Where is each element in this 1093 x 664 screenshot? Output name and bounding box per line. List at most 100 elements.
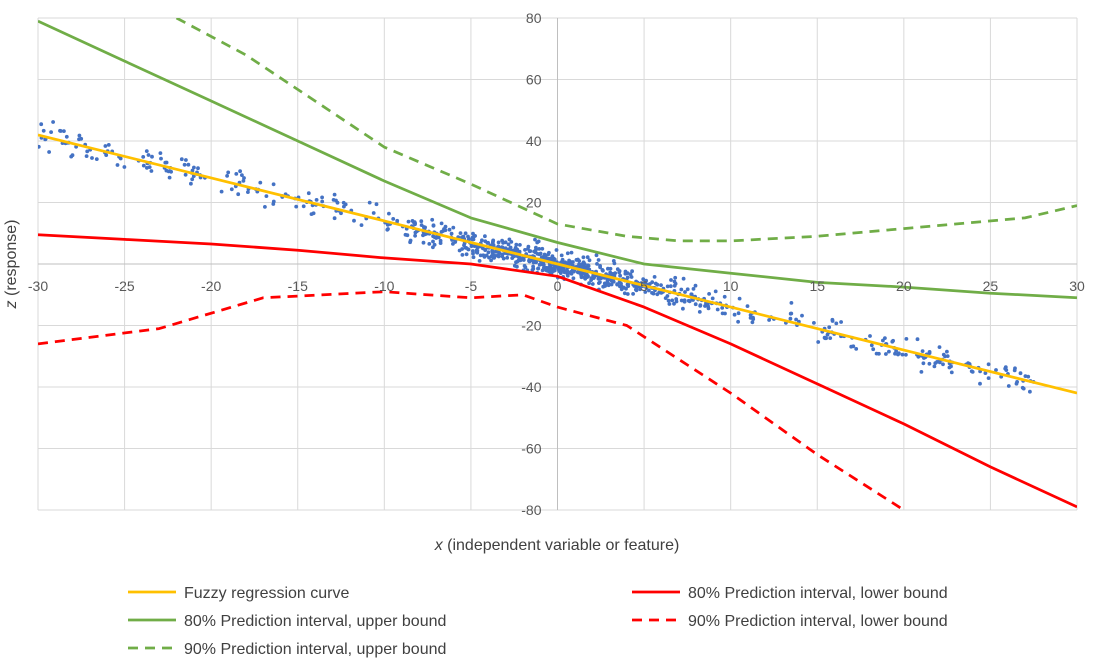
data-point xyxy=(411,220,416,225)
data-point xyxy=(883,336,887,340)
y-tick-label: -60 xyxy=(521,441,541,457)
data-point xyxy=(464,252,469,257)
gridlines xyxy=(37,17,1078,511)
legend-item: 90% Prediction interval, lower bound xyxy=(632,613,948,630)
data-point xyxy=(386,227,390,231)
legend-item: 90% Prediction interval, upper bound xyxy=(128,641,446,658)
data-point xyxy=(587,281,591,286)
data-point xyxy=(595,262,599,266)
data-point xyxy=(686,298,691,303)
data-point xyxy=(391,217,396,221)
legend-label: 90% Prediction interval, lower bound xyxy=(688,613,948,630)
y-tick-label: 80 xyxy=(526,10,542,26)
data-point xyxy=(571,276,576,281)
x-tick-label: -15 xyxy=(288,278,308,294)
data-point xyxy=(659,283,663,287)
data-point xyxy=(190,177,195,182)
data-point xyxy=(986,362,991,367)
data-point xyxy=(767,318,771,322)
data-point xyxy=(1026,374,1031,379)
data-point xyxy=(625,282,630,287)
data-point xyxy=(49,130,53,135)
data-point xyxy=(241,179,246,183)
data-point xyxy=(229,187,234,192)
data-point xyxy=(38,144,41,149)
data-point xyxy=(103,144,108,148)
data-point xyxy=(579,263,584,268)
data-point xyxy=(339,211,343,216)
data-point xyxy=(192,165,196,170)
data-point xyxy=(1018,371,1023,376)
tick-labels: -30 -25 -20 -15 -10 -5 0 5 10 15 20 25 30 80 60 40 20 -20… xyxy=(28,10,1085,518)
data-point xyxy=(1013,366,1017,371)
x-axis-description: (independent variable or feature) xyxy=(443,537,680,554)
data-point xyxy=(147,165,152,170)
data-point xyxy=(628,272,633,277)
data-point xyxy=(427,242,432,246)
data-point xyxy=(945,349,949,354)
data-point xyxy=(431,239,435,244)
data-point xyxy=(983,371,988,375)
data-point xyxy=(242,176,246,180)
data-point xyxy=(736,319,740,324)
data-point xyxy=(674,297,679,301)
data-point xyxy=(226,170,231,175)
data-point xyxy=(703,304,707,308)
y-tick-label: 40 xyxy=(526,133,542,149)
data-point xyxy=(683,290,687,294)
data-point xyxy=(617,269,622,273)
data-point xyxy=(483,239,488,244)
data-point xyxy=(877,351,881,356)
data-point xyxy=(62,129,66,134)
x-tick-label: 10 xyxy=(723,278,739,294)
data-point xyxy=(474,248,479,253)
data-point xyxy=(419,219,424,224)
data-point xyxy=(332,216,337,221)
data-point xyxy=(483,234,487,239)
data-point xyxy=(447,227,452,232)
data-point xyxy=(571,260,575,264)
data-point xyxy=(596,258,601,262)
data-point xyxy=(146,153,151,157)
data-point xyxy=(219,189,224,194)
data-point xyxy=(439,230,444,234)
x-tick-label: -30 xyxy=(28,278,48,294)
data-point xyxy=(331,198,336,202)
data-point xyxy=(421,233,425,238)
data-point xyxy=(827,325,832,330)
data-point xyxy=(548,267,553,272)
legend-label: 80% Prediction interval, lower bound xyxy=(688,585,948,602)
data-point xyxy=(748,316,753,320)
data-point xyxy=(225,174,230,178)
data-point xyxy=(618,273,622,278)
data-point xyxy=(422,225,426,229)
data-point xyxy=(551,256,556,261)
data-point xyxy=(505,255,510,260)
data-point xyxy=(432,242,437,247)
data-point xyxy=(258,180,263,185)
data-point xyxy=(301,204,306,209)
data-point xyxy=(625,292,630,296)
series-line xyxy=(38,133,1077,395)
data-point xyxy=(706,304,710,309)
data-point xyxy=(569,271,574,276)
data-point xyxy=(619,284,624,288)
legend-item: 80% Prediction interval, upper bound xyxy=(128,613,446,630)
data-point xyxy=(460,253,465,257)
data-point xyxy=(141,163,146,168)
data-point xyxy=(994,368,998,372)
data-point xyxy=(608,266,613,271)
data-point xyxy=(597,281,601,285)
data-point xyxy=(871,347,876,352)
data-point xyxy=(309,212,314,217)
data-point xyxy=(531,264,535,269)
data-point xyxy=(722,294,727,299)
data-point xyxy=(406,219,411,224)
data-point xyxy=(352,218,356,223)
data-point xyxy=(263,205,267,209)
data-point xyxy=(685,287,690,292)
data-point xyxy=(622,291,627,296)
data-point xyxy=(643,279,648,283)
data-point xyxy=(582,275,587,279)
data-point xyxy=(800,313,804,318)
